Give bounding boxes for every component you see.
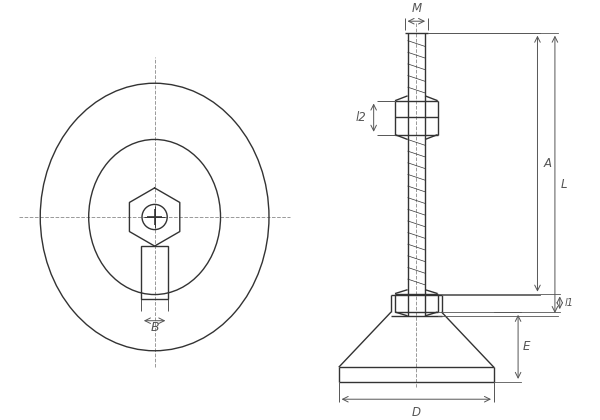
Text: E: E (523, 340, 530, 353)
Text: M: M (411, 3, 421, 16)
Text: B: B (150, 321, 159, 334)
Text: L: L (561, 178, 567, 191)
Text: D: D (412, 406, 421, 419)
Text: A: A (543, 157, 551, 170)
Text: l2: l2 (355, 111, 366, 124)
Text: l1: l1 (565, 298, 574, 308)
Bar (141, 246, 168, 299)
